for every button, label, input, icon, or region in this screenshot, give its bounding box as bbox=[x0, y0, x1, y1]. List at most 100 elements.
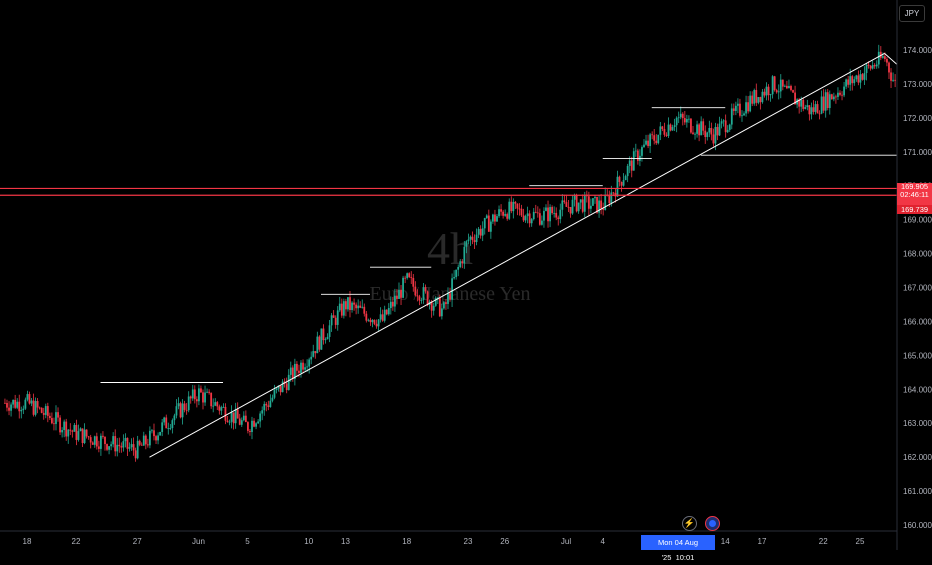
candle-body bbox=[723, 120, 725, 121]
candle-body bbox=[288, 375, 290, 390]
candle-body bbox=[827, 92, 829, 108]
candle-body bbox=[817, 104, 819, 113]
candle-body bbox=[41, 408, 43, 413]
candle-body bbox=[321, 329, 323, 350]
candle-body bbox=[659, 126, 661, 134]
candle-body bbox=[419, 296, 421, 300]
candle-body bbox=[139, 441, 141, 445]
candle-body bbox=[20, 410, 22, 411]
candle-body bbox=[653, 135, 655, 141]
candle-body bbox=[764, 92, 766, 96]
candle-body bbox=[651, 134, 653, 135]
candle-body bbox=[743, 113, 745, 115]
candle-body bbox=[122, 441, 124, 447]
candle-body bbox=[566, 202, 568, 207]
candle-body bbox=[286, 383, 288, 390]
candle-body bbox=[557, 218, 559, 220]
candle-body bbox=[813, 107, 815, 112]
candle-body bbox=[421, 300, 423, 301]
candle-body bbox=[227, 421, 229, 422]
candle-body bbox=[733, 108, 735, 111]
candle-body bbox=[382, 314, 384, 320]
candle-body bbox=[163, 418, 165, 423]
price-axis[interactable]: 174.000173.000172.000171.000170.000169.0… bbox=[903, 46, 932, 530]
time-tick-label: 14 bbox=[721, 537, 730, 546]
candle-body bbox=[608, 195, 610, 203]
candle-body bbox=[374, 320, 376, 324]
candle-body bbox=[449, 293, 451, 299]
candle-body bbox=[208, 392, 210, 393]
candle-body bbox=[888, 63, 890, 73]
candle-body bbox=[229, 422, 231, 423]
currency-label[interactable]: JPY bbox=[899, 5, 925, 22]
candle-body bbox=[551, 207, 553, 213]
candle-body bbox=[531, 219, 533, 223]
candle-body bbox=[500, 209, 502, 211]
candle-body bbox=[884, 56, 886, 59]
candle-body bbox=[584, 195, 586, 212]
economic-event-icon[interactable] bbox=[705, 516, 720, 531]
candle-body bbox=[574, 195, 576, 199]
candle-body bbox=[625, 176, 627, 180]
candle-body bbox=[76, 425, 78, 440]
candle-body bbox=[253, 421, 255, 427]
candle-body bbox=[290, 368, 292, 375]
candle-body bbox=[494, 215, 496, 222]
candle-body bbox=[892, 80, 894, 81]
candle-body bbox=[186, 410, 188, 411]
candle-body bbox=[580, 199, 582, 202]
candle-body bbox=[831, 94, 833, 99]
candle-body bbox=[657, 135, 659, 143]
support-lines[interactable] bbox=[0, 188, 897, 195]
candle-body bbox=[149, 431, 151, 446]
time-tick-label: 17 bbox=[758, 537, 767, 546]
candle-body bbox=[384, 310, 386, 321]
candle-body bbox=[96, 436, 98, 446]
candle-body bbox=[696, 124, 698, 133]
candle-body bbox=[849, 76, 851, 85]
candle-body bbox=[847, 79, 849, 84]
candle-body bbox=[623, 180, 625, 186]
candle-body bbox=[698, 124, 700, 135]
candle-body bbox=[480, 229, 482, 236]
candle-body bbox=[710, 128, 712, 134]
candle-body bbox=[839, 93, 841, 95]
price-tick-label: 168.000 bbox=[903, 250, 932, 259]
candle-body bbox=[506, 214, 508, 219]
candle-body bbox=[137, 441, 139, 458]
candle-body bbox=[331, 315, 333, 325]
candle-body bbox=[578, 203, 580, 212]
candle-body bbox=[182, 403, 184, 417]
candle-body bbox=[641, 147, 643, 156]
price-chart[interactable]: 4h Euro / Japanese Yen 174.000173.000172… bbox=[0, 0, 932, 550]
candle-body bbox=[517, 204, 519, 209]
candle-body bbox=[482, 228, 484, 235]
candle-body bbox=[69, 430, 71, 431]
candle-body bbox=[67, 430, 69, 437]
candle-body bbox=[751, 96, 753, 104]
candle-body bbox=[390, 302, 392, 308]
candle-body bbox=[661, 126, 663, 129]
candle-body bbox=[223, 407, 225, 408]
time-tick-label: 22 bbox=[819, 537, 828, 546]
candle-body bbox=[343, 301, 345, 315]
candle-body bbox=[647, 141, 649, 146]
candle-body bbox=[682, 114, 684, 118]
drawings[interactable] bbox=[101, 53, 932, 457]
candle-body bbox=[741, 115, 743, 116]
candle-body bbox=[106, 444, 108, 450]
candle-body bbox=[543, 211, 545, 221]
candle-body bbox=[860, 74, 862, 82]
price-tick-label: 173.000 bbox=[903, 80, 932, 89]
candle-body bbox=[408, 273, 410, 277]
candle-body bbox=[874, 65, 876, 66]
candle-body bbox=[378, 320, 380, 327]
candle-body bbox=[676, 118, 678, 125]
candle-body bbox=[721, 121, 723, 123]
candle-body bbox=[73, 425, 75, 432]
lightning-icon[interactable]: ⚡ bbox=[682, 516, 697, 531]
candle-body bbox=[470, 237, 472, 240]
candle-body bbox=[666, 135, 668, 136]
candle-body bbox=[474, 240, 476, 242]
candle-body bbox=[257, 421, 259, 423]
